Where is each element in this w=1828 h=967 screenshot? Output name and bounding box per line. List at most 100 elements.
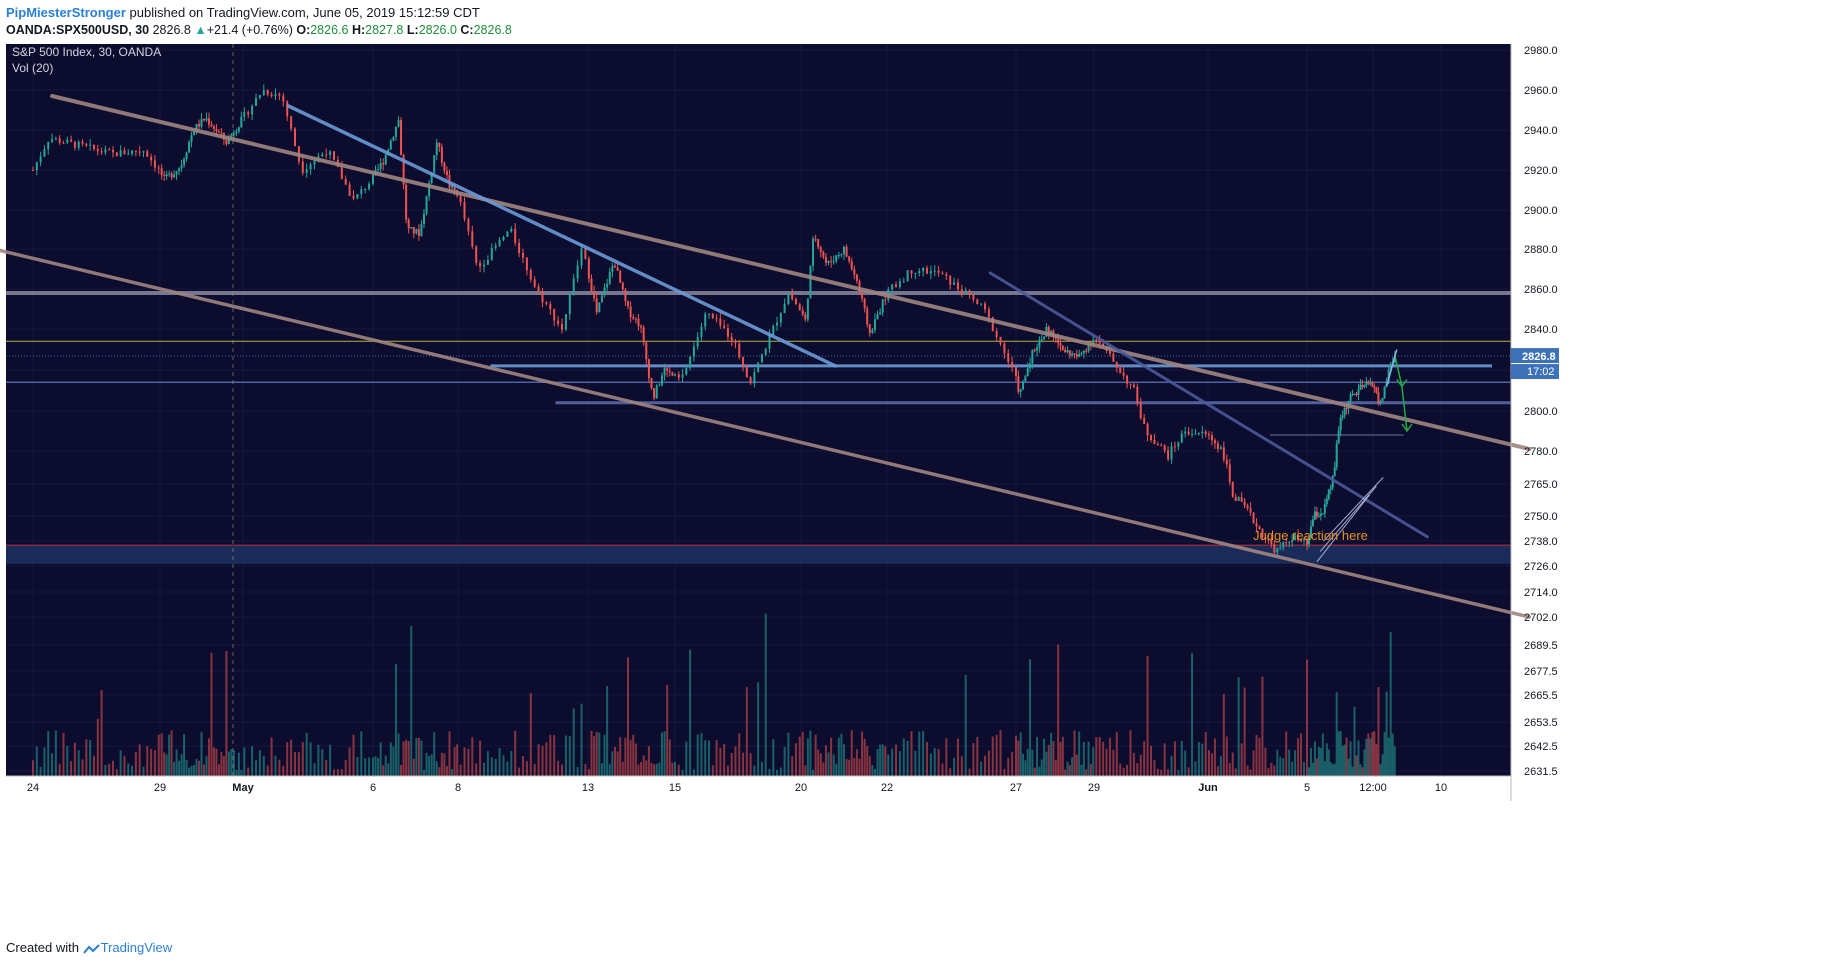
volume-bar — [207, 738, 210, 776]
volume-bar — [215, 748, 218, 776]
candle-body — [1112, 353, 1115, 362]
volume-bar — [640, 762, 643, 776]
candle-body — [207, 118, 210, 125]
candle-body — [858, 281, 861, 292]
volume-bar — [1045, 751, 1048, 776]
candle-body — [190, 135, 193, 142]
candle-body — [819, 247, 822, 252]
candle-body — [1359, 384, 1362, 390]
time-tick-labels: 24 29 May 6 8 13 15 20 22 27 29 Jun 5 12:00 10 — [27, 782, 1447, 794]
volume-bar — [655, 763, 658, 776]
volume-bar — [1031, 749, 1034, 776]
volume-bar — [1115, 732, 1118, 776]
time-tick-label: 8 — [455, 782, 461, 794]
candle-body — [1126, 375, 1129, 384]
volume-bar — [1225, 736, 1228, 776]
volume-bar — [175, 749, 178, 776]
volume-bar — [645, 760, 648, 776]
price-axis[interactable] — [1511, 44, 1561, 801]
time-tick-label: May — [232, 782, 254, 794]
volume-bar — [1373, 731, 1376, 776]
volume-bar — [356, 756, 359, 776]
volume-bar — [629, 739, 632, 776]
candle-body — [1345, 408, 1348, 410]
volume-bar — [1381, 754, 1384, 776]
candle-body — [1156, 444, 1159, 446]
volume-bar — [329, 744, 332, 776]
candle-body — [832, 261, 835, 263]
volume-bar — [428, 755, 431, 776]
price-tick-label: 2689.5 — [1524, 640, 1558, 652]
candle-body — [794, 299, 797, 305]
volume-bar — [611, 751, 614, 776]
candle-body — [1108, 350, 1111, 354]
volume-bar — [660, 732, 663, 776]
candle-body — [39, 156, 42, 163]
price-tick-label: 2738.0 — [1524, 536, 1558, 548]
symbol-label[interactable]: OANDA:SPX500USD, 30 — [6, 23, 150, 37]
volume-bar — [1355, 755, 1358, 776]
candle-body — [1343, 408, 1346, 416]
volume-bar — [1267, 768, 1270, 776]
price-tick-label: 2800.0 — [1524, 406, 1558, 418]
candle-body — [1064, 349, 1067, 353]
candle-body — [1082, 350, 1085, 354]
volume-bar — [576, 767, 579, 776]
candle-body — [835, 255, 838, 262]
candle-body — [1389, 364, 1392, 370]
candle-body — [1194, 433, 1197, 435]
volume-bar — [510, 750, 513, 776]
volume-bar — [1285, 731, 1288, 776]
volume-bar — [372, 757, 374, 776]
volume-bar — [190, 765, 193, 776]
candle-body — [845, 246, 848, 257]
candle-body — [837, 254, 840, 256]
volume-bar — [734, 746, 737, 776]
volume-bar — [914, 750, 917, 776]
volume-bar — [1258, 737, 1261, 776]
volume-bar — [410, 625, 413, 776]
time-axis[interactable] — [6, 776, 1511, 801]
volume-bar — [1015, 735, 1017, 776]
high-value: 2827.8 — [365, 23, 404, 37]
candle-body — [840, 254, 843, 256]
candle-body — [340, 167, 343, 180]
candle-body — [910, 270, 913, 274]
candle-body — [868, 324, 871, 333]
candle-body — [1170, 446, 1173, 460]
volume-bar — [415, 738, 418, 776]
volume-bar — [776, 769, 779, 776]
candle-body — [587, 258, 590, 279]
volume-bar — [1264, 747, 1267, 776]
candle-body — [1327, 489, 1330, 499]
volume-bar — [32, 760, 34, 776]
volume-bar — [1375, 744, 1378, 776]
candle-body — [278, 93, 281, 96]
volume-bar — [1307, 767, 1310, 776]
volume-bar — [360, 731, 363, 776]
volume-bar — [1003, 768, 1006, 776]
volume-bar — [593, 736, 596, 776]
volume-bar — [753, 765, 756, 776]
volume-bar — [325, 760, 328, 776]
author-link[interactable]: PipMiesterStronger — [6, 5, 126, 20]
candle-body — [240, 116, 243, 128]
volume-bar — [1294, 750, 1297, 776]
volume-bar — [131, 765, 134, 776]
candle-body — [1129, 383, 1132, 385]
volume-bar — [1387, 737, 1390, 776]
candle-body — [1047, 327, 1050, 335]
volume-bar — [1167, 769, 1170, 776]
candle-body — [150, 156, 153, 161]
volume-bar — [417, 737, 420, 776]
candle-body — [640, 325, 643, 328]
candle-body — [112, 150, 115, 153]
volume-bar — [178, 760, 181, 776]
open-value: 2826.6 — [310, 23, 349, 37]
tradingview-link[interactable]: TradingView — [100, 940, 173, 955]
trendlines[interactable] — [0, 94, 1532, 619]
volume-bar — [616, 751, 619, 776]
volume-bar — [1050, 732, 1053, 776]
candle-body — [1246, 505, 1249, 509]
